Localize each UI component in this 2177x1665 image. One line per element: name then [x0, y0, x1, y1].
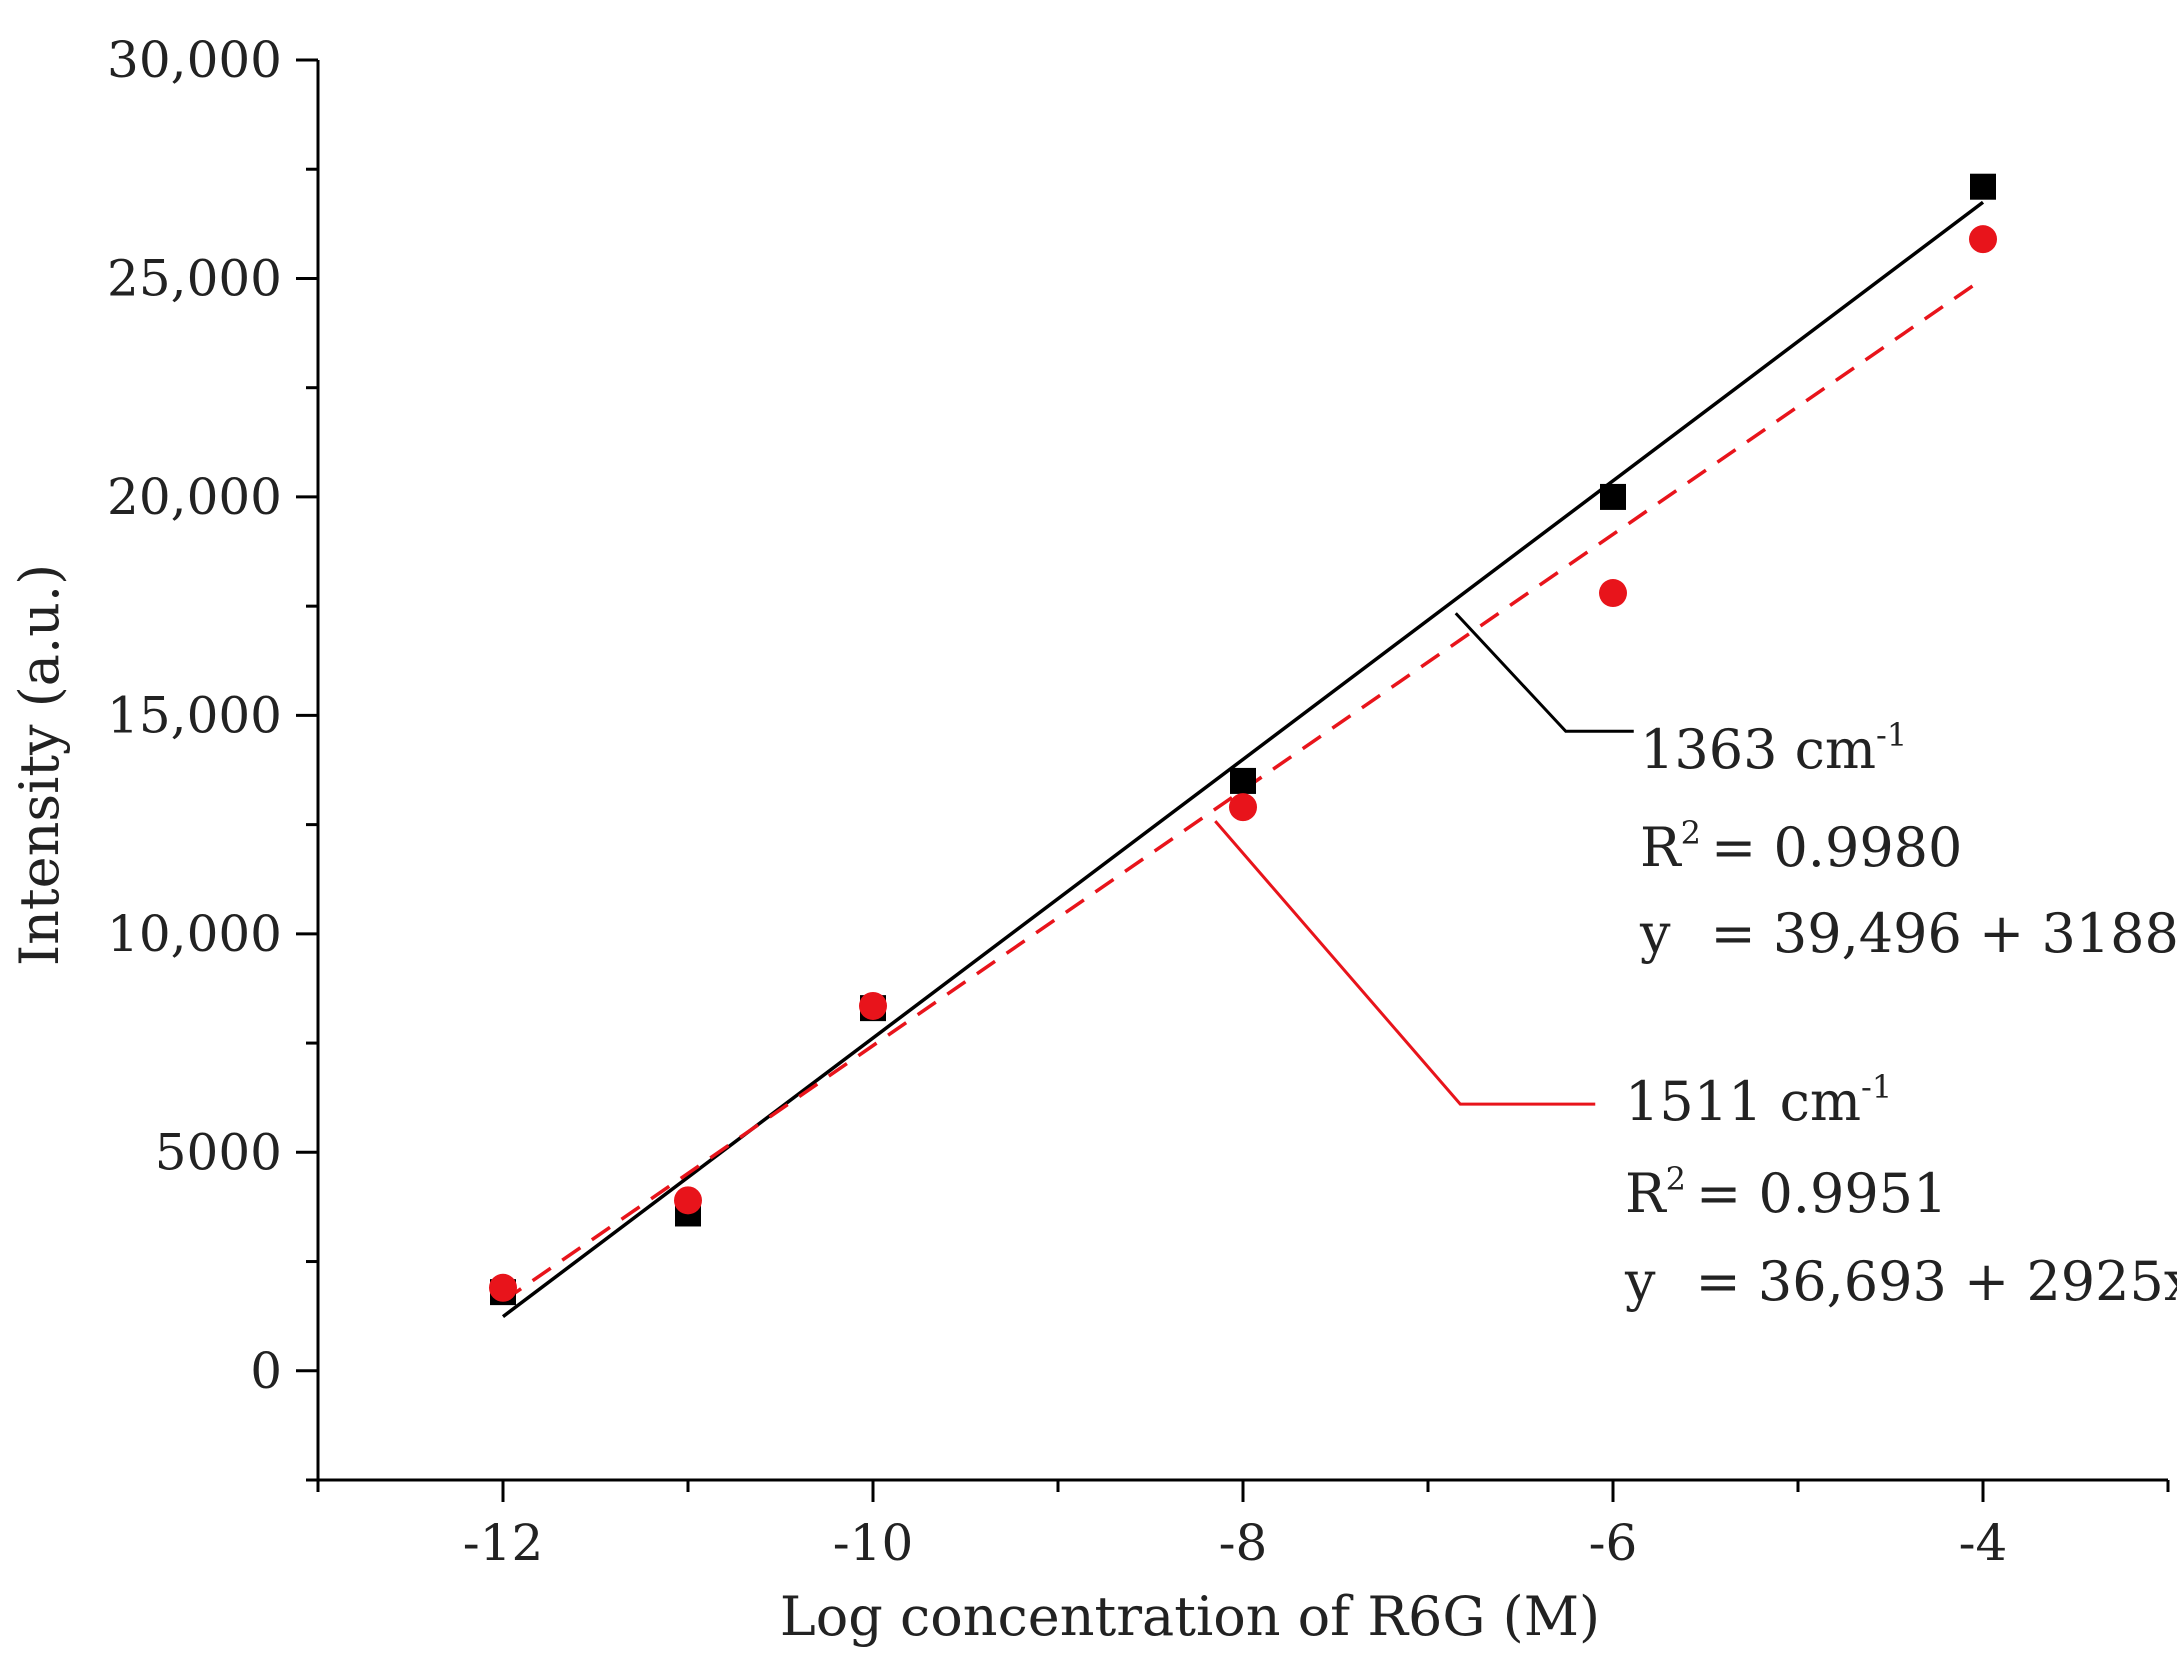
ticks: -12 -10 -8 -6 -4 0 5000 10,000 15,000 20,000 25,00… — [107, 31, 2170, 1572]
leader-1363 — [1454, 612, 1634, 733]
point-circle — [674, 1186, 702, 1215]
annotation-leaders — [1214, 612, 1634, 1106]
point-circle — [489, 1273, 517, 1302]
annotation-1511: 1511 cm-1 R2 = 0.9951 y = 36,693 + 2925x — [1624, 1068, 2177, 1313]
x-tick-label: -4 — [1959, 1514, 2008, 1572]
fit-line-1 — [502, 277, 1984, 1303]
annotation-1363-r2: R2 = 0.9980 — [1640, 814, 1962, 879]
y-tick-label: 10,000 — [107, 905, 282, 963]
y-axis-title: Intensity (a.u.) — [8, 564, 71, 966]
data-points — [489, 173, 1997, 1306]
fit-lines — [501, 200, 1985, 1318]
x-axis-title: Log concentration of R6G (M) — [780, 1585, 1600, 1648]
y-tick-label: 25,000 — [107, 249, 282, 307]
point-circle — [1229, 793, 1257, 822]
annotation-1511-r2: R2 = 0.9951 — [1625, 1160, 1947, 1225]
point-square — [1600, 483, 1626, 510]
annotation-1363-equation: y = 39,496 + 3188x — [1639, 902, 2177, 965]
point-circle — [1969, 225, 1997, 254]
x-tick-label: -12 — [463, 1514, 544, 1572]
y-tick-label: 0 — [250, 1342, 282, 1400]
point-circle — [859, 991, 887, 1020]
annotation-1363-label: 1363 cm-1 — [1640, 716, 1907, 781]
x-tick-label: -10 — [833, 1514, 914, 1572]
leader-1511 — [1214, 820, 1596, 1106]
y-tick-label: 30,000 — [107, 31, 282, 89]
annotation-1511-equation: y = 36,693 + 2925x — [1624, 1250, 2177, 1313]
point-square — [1230, 767, 1256, 794]
annotation-1363: 1363 cm-1 R2 = 0.9980 y = 39,496 + 3188x — [1639, 716, 2177, 965]
y-tick-label: 15,000 — [107, 686, 282, 744]
point-circle — [1599, 579, 1627, 608]
x-tick-label: -8 — [1219, 1514, 1268, 1572]
annotation-1511-label: 1511 cm-1 — [1625, 1068, 1892, 1133]
y-tick-label: 20,000 — [107, 468, 282, 526]
x-tick-label: -6 — [1589, 1514, 1638, 1572]
y-tick-label: 5000 — [155, 1123, 282, 1181]
point-square — [1970, 173, 1996, 200]
